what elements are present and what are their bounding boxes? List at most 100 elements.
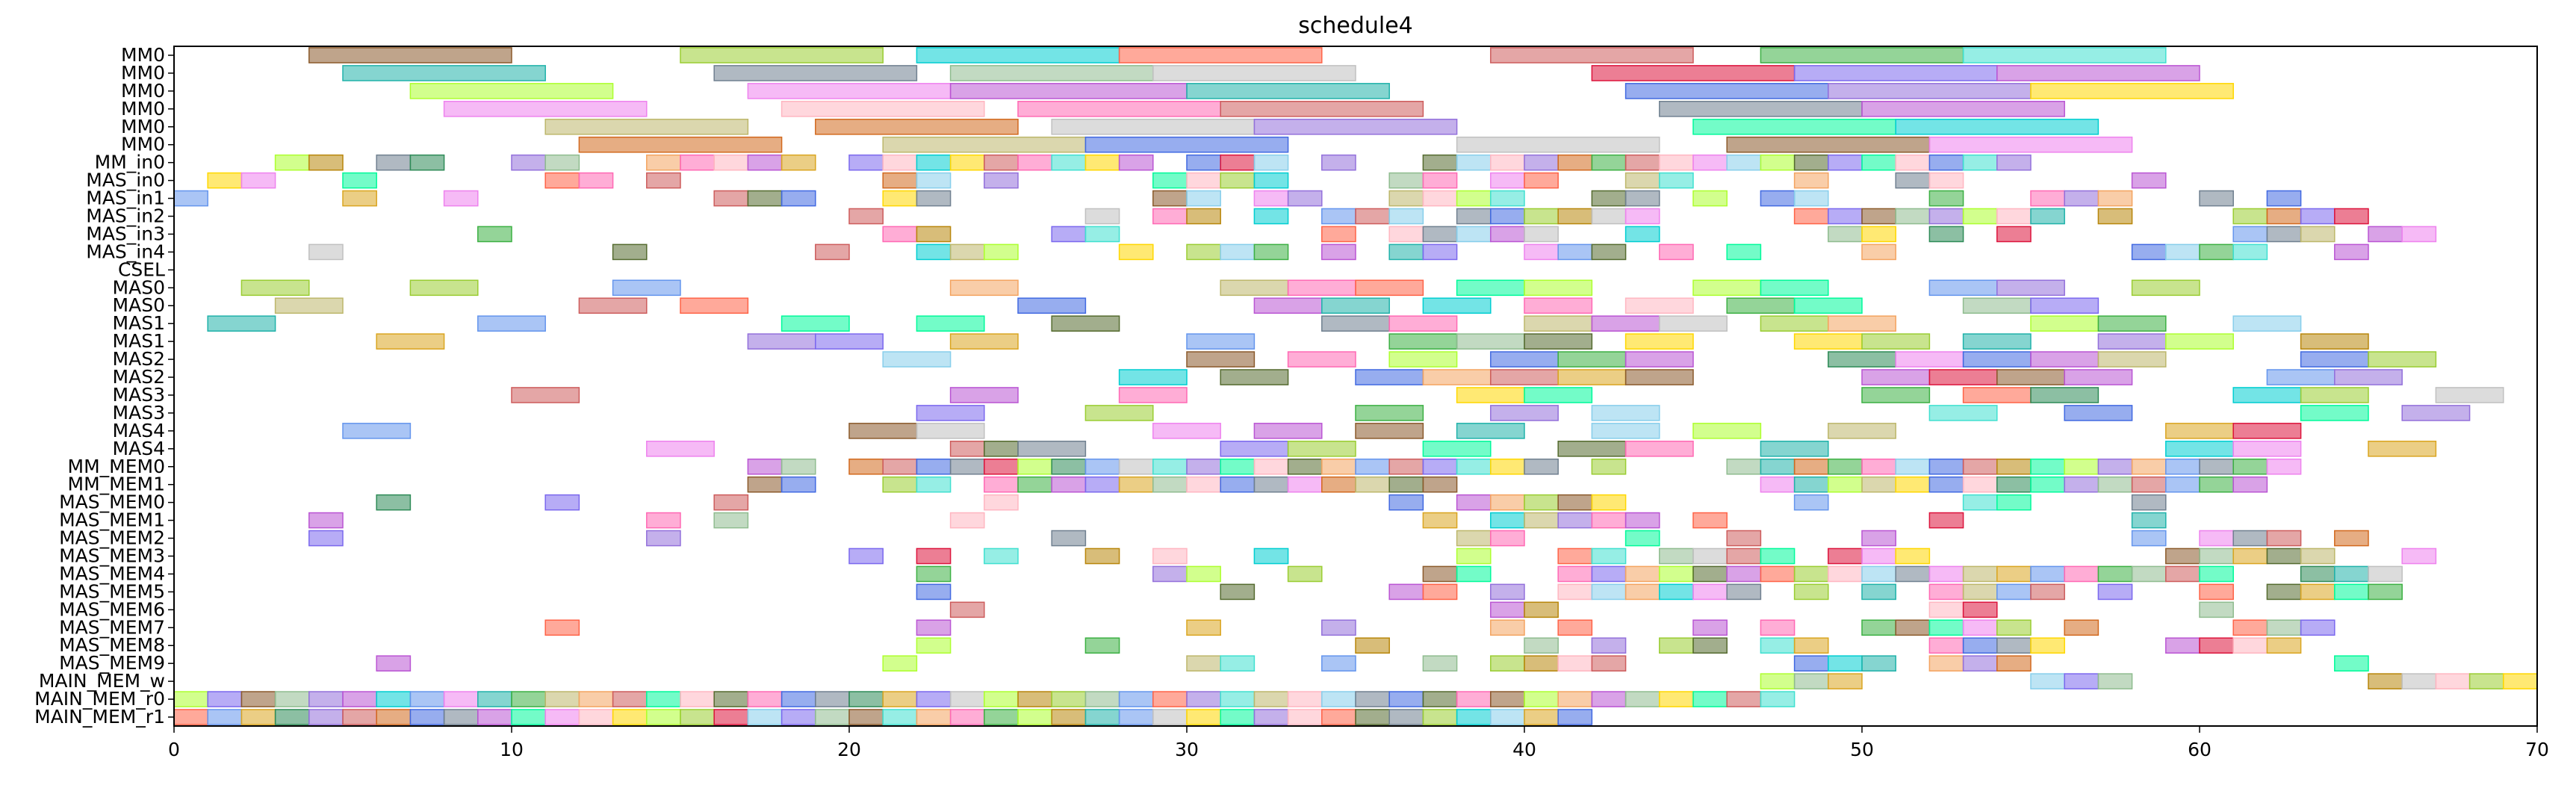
task-bar [2300,387,2369,403]
task-bar [1624,190,1660,207]
task-bar [1490,583,1525,601]
task-bar [1962,297,2032,314]
task-bar [1861,565,1896,583]
task-bar [1220,369,1289,385]
task-bar [1287,351,1356,367]
task-bar [1220,154,1256,171]
task-bar [1928,279,1998,297]
task-bar [1456,208,1492,225]
task-bar [747,83,952,99]
task-bar [1828,351,1896,367]
task-bar [1861,243,1896,261]
task-bar [578,297,648,314]
task-bar [2435,673,2471,689]
task-bar [1861,530,1896,547]
task-bar [308,709,344,725]
task-bar [511,691,546,707]
task-bar [578,691,614,707]
task-bar [1760,619,1796,636]
task-bar [949,154,985,171]
task-bar [949,83,1188,99]
task-bar [2266,548,2302,565]
task-bar [1793,583,1829,601]
task-bar [1591,458,1627,475]
y-tick-label: MM0 [121,62,165,84]
task-bar [1456,494,1492,511]
task-bar [1557,619,1593,636]
y-tick-label: MAS2 [113,366,165,388]
task-bar [443,691,479,707]
task-bar [1220,476,1256,493]
task-bar [882,190,918,207]
task-bar [1490,154,1525,171]
task-bar [2199,565,2234,583]
task-bar [1490,458,1525,475]
task-bar [1118,691,1154,707]
task-bar [240,172,276,189]
task-bar [1422,565,1458,583]
task-bar [477,709,512,725]
task-bar [1118,47,1323,63]
task-bar [1456,423,1525,439]
task-bar [1524,655,1559,671]
task-bar [1321,315,1390,332]
task-bar [1084,405,1154,421]
task-bar [1828,673,1863,689]
task-bar [1253,458,1289,475]
task-bar [1321,154,1356,171]
task-bar [544,494,580,511]
task-bar [1186,190,1221,207]
task-bar [2030,190,2065,207]
task-bar [1253,423,1323,439]
y-tick-label: MAS_MEM1 [59,509,165,531]
task-bar [2199,190,2234,207]
task-bar [1557,441,1627,457]
task-bar [207,315,276,332]
task-bar [1692,565,1728,583]
task-bar [1388,476,1424,493]
task-bar [376,333,445,350]
task-bar [848,709,884,725]
task-bar [1287,279,1356,297]
task-bar [1017,101,1221,117]
task-bar [1962,583,1998,601]
task-bar [646,691,681,707]
task-bar [1084,637,1120,654]
task-bar [2131,512,2167,529]
task-bar [1659,154,1694,171]
task-bar [1962,458,1998,475]
task-bar [1962,387,2032,403]
task-bar [511,154,546,171]
task-bar [1084,208,1120,225]
task-bar [1793,333,1863,350]
task-bar [1928,226,1964,243]
task-bar [1624,441,1694,457]
task-bar [1422,655,1458,671]
task-bar [2232,548,2268,565]
task-bar [1760,47,1964,63]
task-bar [1591,423,1660,439]
task-bar [1186,691,1221,707]
task-bar [1422,512,1458,529]
task-bar [1624,565,1660,583]
task-bar [1456,458,1492,475]
task-bar [916,565,952,583]
task-bar [342,65,546,81]
task-bar [1388,709,1424,725]
task-bar [713,691,749,707]
task-bar [2435,387,2504,403]
task-bar [1895,619,1931,636]
task-bar [1793,172,1829,189]
task-bar [308,154,344,171]
task-bar [747,476,783,493]
task-bar [1624,351,1694,367]
task-bar [2199,637,2234,654]
task-bar [1253,190,1289,207]
task-bar [308,512,344,529]
task-bar [984,709,1019,725]
y-tick-label: MAS2 [113,348,165,370]
task-bar [2300,333,2369,350]
task-bar [1490,530,1525,547]
task-bar [1017,709,1052,725]
task-bar [1861,387,1931,403]
